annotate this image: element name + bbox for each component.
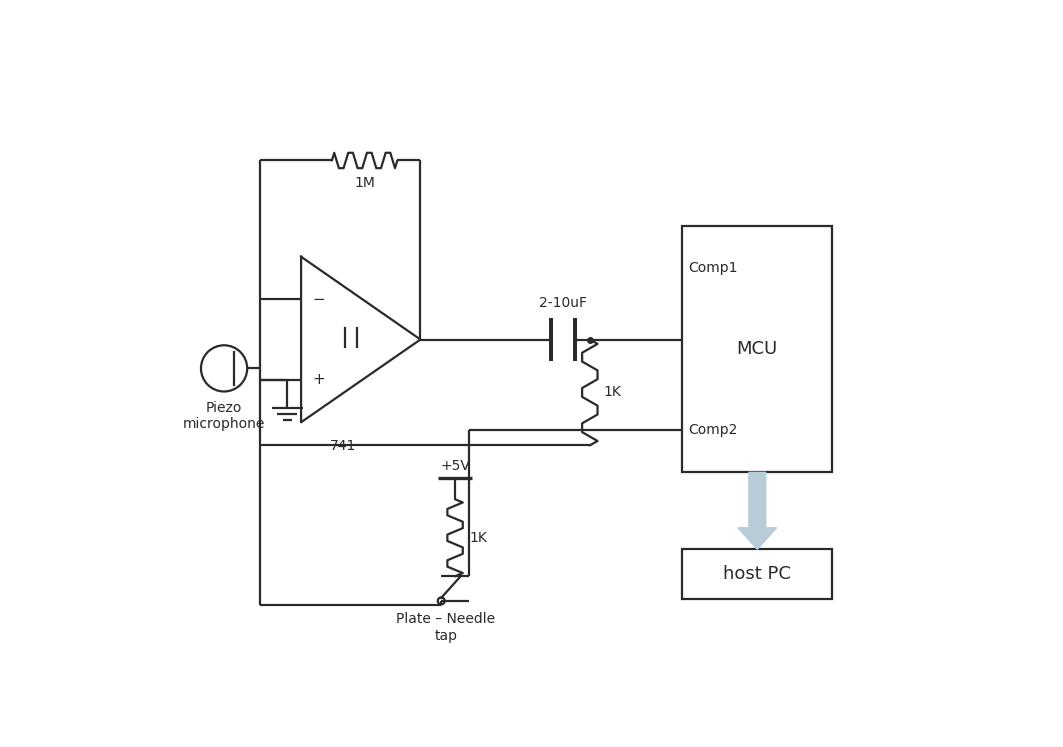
Text: 741: 741 <box>331 439 356 453</box>
Text: 2-10uF: 2-10uF <box>539 297 587 310</box>
Text: Piezo
microphone: Piezo microphone <box>183 400 266 431</box>
Text: Comp1: Comp1 <box>689 261 738 276</box>
Bar <box>682 549 832 599</box>
Text: 1M: 1M <box>354 176 375 190</box>
Text: Plate – Needle
tap: Plate – Needle tap <box>396 613 495 642</box>
Bar <box>682 226 832 472</box>
Text: MCU: MCU <box>737 340 778 358</box>
Text: +: + <box>313 373 325 388</box>
Text: +5V: +5V <box>440 459 470 473</box>
Text: host PC: host PC <box>723 565 791 583</box>
Text: Comp2: Comp2 <box>689 423 738 437</box>
Polygon shape <box>738 472 777 549</box>
Text: −: − <box>313 291 325 306</box>
Text: 1K: 1K <box>604 385 622 400</box>
Text: 1K: 1K <box>469 531 487 545</box>
